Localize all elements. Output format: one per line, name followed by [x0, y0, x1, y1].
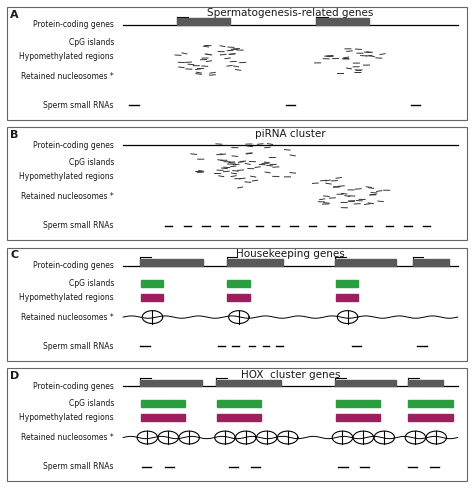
Text: Sperm small RNAs: Sperm small RNAs: [44, 222, 114, 230]
Text: Hypomethylated regions: Hypomethylated regions: [19, 52, 114, 61]
Text: C: C: [10, 250, 18, 261]
Text: HOX  cluster genes: HOX cluster genes: [241, 370, 340, 380]
Text: CpG islands: CpG islands: [69, 279, 114, 287]
Text: Protein-coding genes: Protein-coding genes: [33, 382, 114, 390]
Bar: [409, 414, 453, 421]
Bar: [141, 294, 163, 301]
Bar: [177, 19, 230, 25]
Bar: [316, 19, 369, 25]
Bar: [336, 414, 380, 421]
Text: CpG islands: CpG islands: [69, 399, 114, 408]
Text: Hypomethylated regions: Hypomethylated regions: [19, 413, 114, 422]
Bar: [141, 280, 163, 286]
Text: Sperm small RNAs: Sperm small RNAs: [44, 462, 114, 471]
Text: CpG islands: CpG islands: [69, 158, 114, 167]
Bar: [217, 400, 261, 407]
Text: Protein-coding genes: Protein-coding genes: [33, 261, 114, 270]
Bar: [336, 259, 396, 265]
Bar: [140, 380, 202, 386]
Text: Retained nucleosomes *: Retained nucleosomes *: [21, 313, 114, 322]
Text: Sperm small RNAs: Sperm small RNAs: [44, 101, 114, 110]
Bar: [140, 259, 203, 265]
Text: CpG islands: CpG islands: [69, 38, 114, 47]
Text: Retained nucleosomes *: Retained nucleosomes *: [21, 72, 114, 81]
Text: Retained nucleosomes *: Retained nucleosomes *: [21, 192, 114, 201]
Bar: [408, 380, 443, 386]
Bar: [336, 400, 380, 407]
Text: B: B: [10, 130, 18, 140]
Bar: [409, 400, 453, 407]
Text: Protein-coding genes: Protein-coding genes: [33, 141, 114, 150]
Text: A: A: [10, 10, 19, 20]
Text: Sperm small RNAs: Sperm small RNAs: [44, 342, 114, 351]
Bar: [216, 380, 281, 386]
Text: Protein-coding genes: Protein-coding genes: [33, 20, 114, 29]
Text: Housekeeping genes: Housekeeping genes: [236, 249, 345, 259]
Bar: [217, 414, 261, 421]
Text: Retained nucleosomes *: Retained nucleosomes *: [21, 433, 114, 442]
Bar: [141, 414, 185, 421]
Text: Hypomethylated regions: Hypomethylated regions: [19, 293, 114, 302]
Bar: [227, 294, 249, 301]
Text: D: D: [10, 371, 19, 381]
Bar: [227, 259, 283, 265]
Bar: [141, 400, 185, 407]
Bar: [336, 380, 396, 386]
Bar: [336, 280, 358, 286]
Bar: [227, 280, 249, 286]
Text: Spermatogenesis-related genes: Spermatogenesis-related genes: [207, 8, 374, 19]
Bar: [336, 294, 358, 301]
Bar: [412, 259, 449, 265]
Text: Hypomethylated regions: Hypomethylated regions: [19, 172, 114, 181]
Text: piRNA cluster: piRNA cluster: [255, 129, 326, 139]
